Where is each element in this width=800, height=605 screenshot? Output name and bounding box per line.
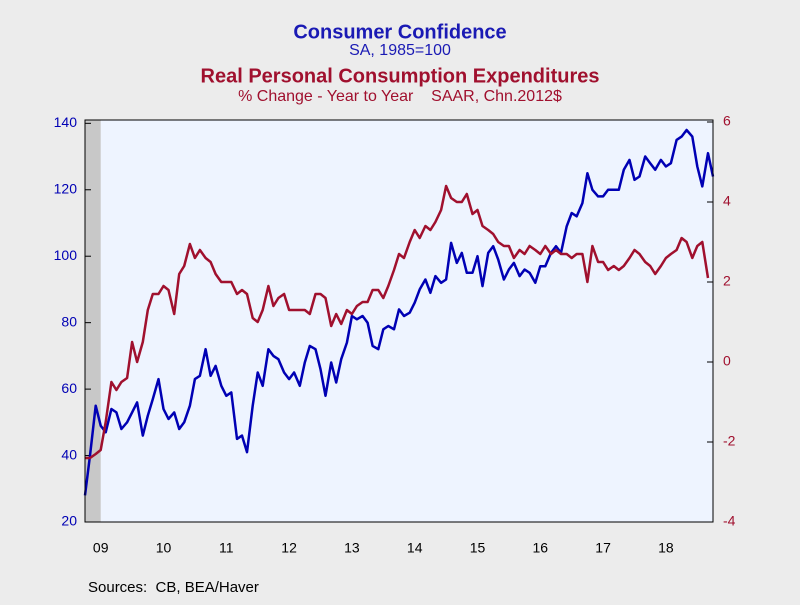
- x-tick-label: 09: [93, 540, 109, 556]
- chart-title-2: Real Personal Consumption Expenditures: [201, 65, 600, 87]
- x-tick-label: 16: [533, 540, 549, 556]
- x-tick-label: 11: [219, 540, 234, 556]
- series-line: [85, 184, 710, 460]
- y-tick-label: 120: [54, 180, 78, 196]
- chart-subtitle-2: % Change - Year to Year SAAR, Chn.2012$: [238, 88, 562, 105]
- y-tick-label: 140: [54, 114, 78, 130]
- y2-tick-label: 2: [723, 273, 731, 289]
- recession-shade: [85, 120, 101, 522]
- source: Sources: CB, BEA/Haver: [88, 579, 259, 596]
- x-tick-label: 15: [470, 540, 486, 556]
- y2-tick-label: 6: [723, 113, 731, 129]
- y-tick-label: 100: [54, 247, 78, 263]
- y-tick-label: 80: [61, 313, 77, 329]
- y-tick-label: 20: [61, 513, 77, 529]
- chart-title: Consumer Confidence: [293, 21, 506, 43]
- y-tick-label: 40: [61, 446, 77, 462]
- y2-tick-label: -4: [723, 513, 736, 529]
- x-tick-label: 14: [407, 540, 423, 556]
- x-tick-label: 18: [658, 540, 674, 556]
- x-tick-label: 17: [595, 540, 611, 556]
- y2-tick-label: -2: [723, 433, 736, 449]
- y2-tick-label: 0: [723, 353, 731, 369]
- series-line: [83, 128, 715, 496]
- y2-tick-label: 4: [723, 193, 731, 209]
- chart-subtitle: SA, 1985=100: [349, 42, 451, 59]
- x-tick-label: 10: [156, 540, 172, 556]
- plot-border: [84, 119, 714, 523]
- y-tick-label: 60: [61, 380, 77, 396]
- x-tick-label: 12: [281, 540, 297, 556]
- plot-area: [85, 120, 713, 522]
- x-tick-label: 13: [344, 540, 360, 556]
